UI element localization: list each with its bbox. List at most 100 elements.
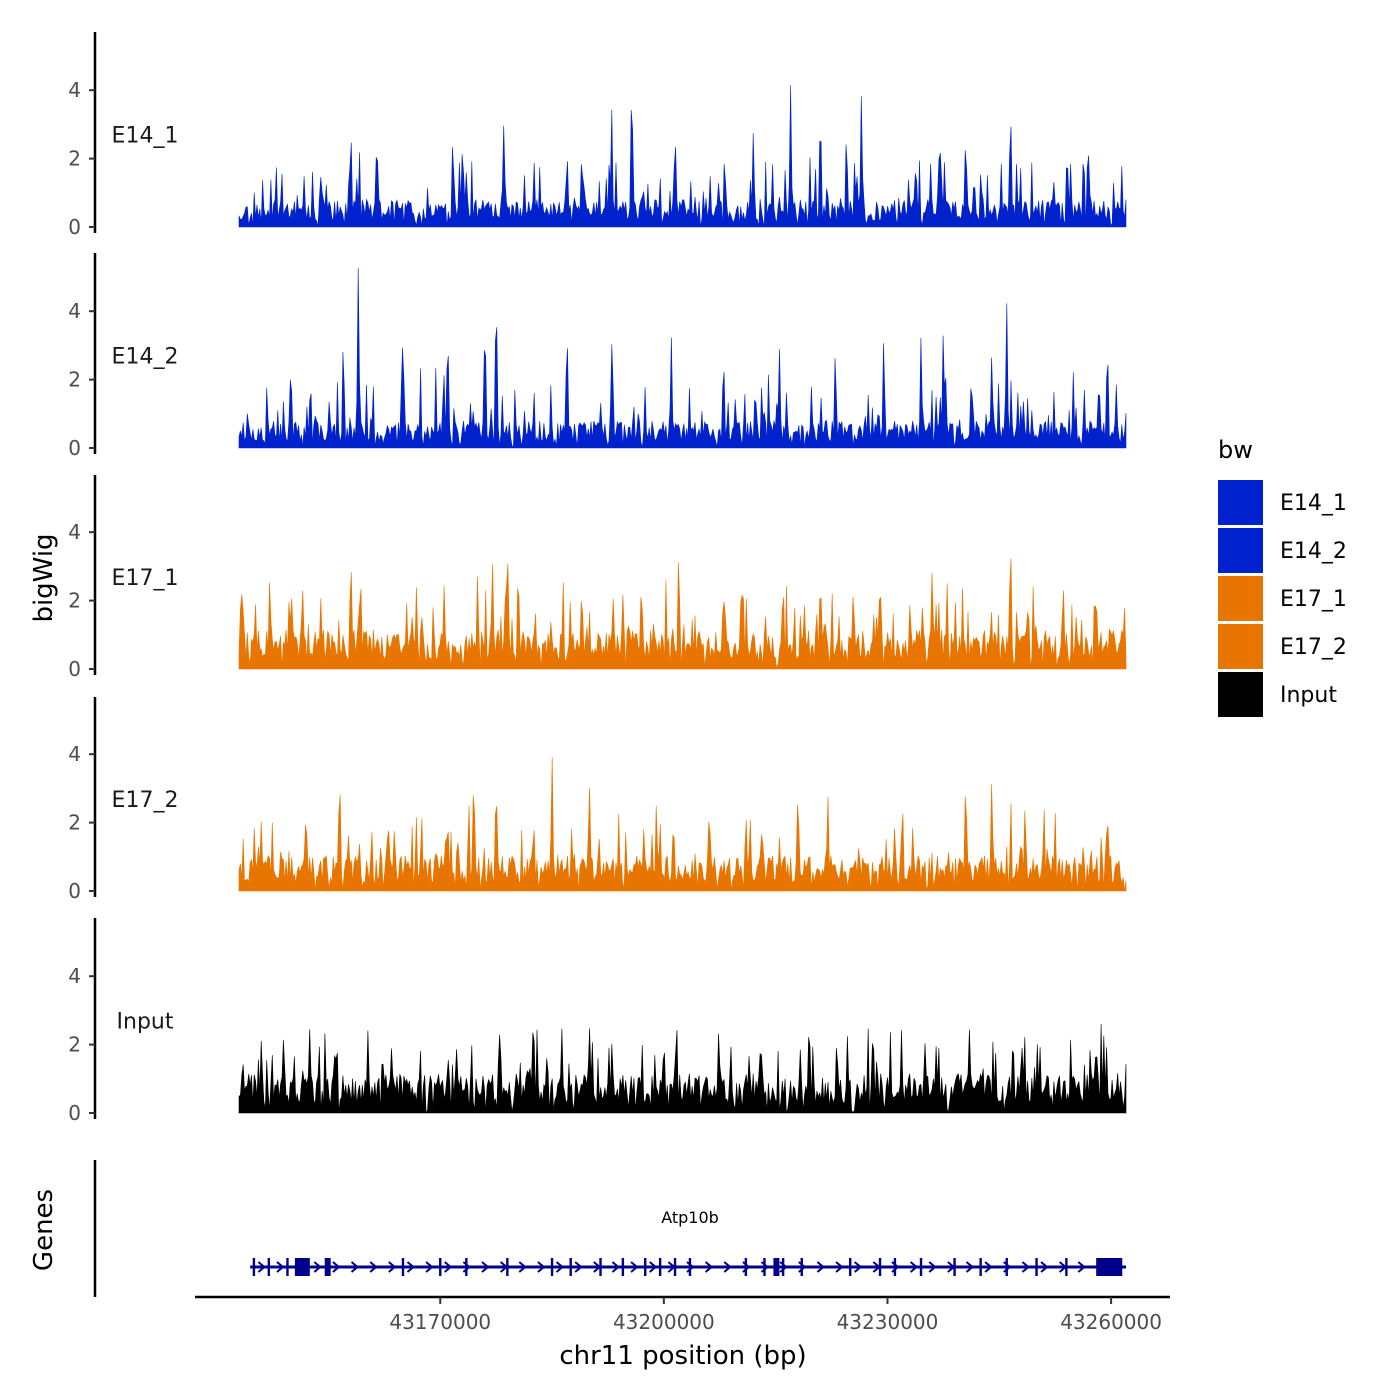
track-label: E17_2 [112, 788, 179, 813]
signal-area-E17_2 [238, 757, 1127, 892]
strand-arrow [928, 1261, 937, 1273]
y-tick-label: 0 [68, 879, 81, 903]
strand-arrow [611, 1261, 620, 1273]
exon-block [773, 1258, 780, 1276]
exon [688, 1258, 692, 1276]
strand-arrow [835, 1261, 844, 1273]
strand-arrow [537, 1261, 546, 1273]
x-tick-label: 43260000 [1060, 1310, 1162, 1334]
strand-arrow [816, 1261, 825, 1273]
x-tick-label: 43230000 [837, 1310, 939, 1334]
strand-arrow [425, 1261, 434, 1273]
y-tick-label: 2 [68, 368, 81, 392]
signal-area-Input [238, 1024, 1127, 1114]
legend-title: bw [1218, 436, 1253, 464]
track-label: Input [117, 1010, 174, 1035]
strand-arrow [257, 1261, 266, 1273]
exon-block [1096, 1258, 1123, 1276]
x-axis-title: chr11 position (bp) [559, 1341, 806, 1371]
exon [893, 1258, 897, 1276]
genes-track-label: Genes [29, 1189, 59, 1271]
strand-arrow [630, 1261, 639, 1273]
exon [953, 1258, 956, 1276]
legend-swatch-Input [1218, 672, 1263, 717]
track-E14_2: 0 2 4 E14_2 [68, 253, 1127, 460]
signal-area-E14_1 [238, 85, 1127, 228]
legend-swatch-E14_1 [1218, 480, 1263, 525]
track-E17_2: 0 2 4 E17_2 [68, 697, 1127, 903]
y-tick-label: 0 [68, 1101, 81, 1125]
strand-arrow [388, 1261, 397, 1273]
y-tick-label: 0 [68, 436, 81, 460]
exon [599, 1258, 602, 1276]
exon [506, 1258, 509, 1276]
genes-track [93, 1160, 1126, 1297]
strand-arrow [444, 1261, 453, 1273]
exon [286, 1258, 289, 1276]
y-axis-title: bigWig [29, 533, 59, 622]
legend-label: E14_2 [1280, 539, 1347, 564]
y-tick-label: 4 [68, 964, 81, 988]
strand-arrow [518, 1261, 527, 1273]
strand-arrow [555, 1261, 565, 1273]
exon [658, 1258, 662, 1276]
exon [878, 1258, 882, 1276]
exon [465, 1258, 468, 1276]
signal-area-E14_2 [238, 268, 1127, 449]
track-Input: 0 2 4 Input [68, 918, 1127, 1125]
y-tick-label: 0 [68, 215, 81, 239]
exon [252, 1258, 256, 1276]
exon [644, 1258, 647, 1276]
strand-arrow [350, 1261, 360, 1273]
track-E14_1: 0 2 4 E14_1 [68, 32, 1127, 239]
y-tick-label: 2 [68, 1033, 81, 1057]
legend-swatch-E17_2 [1218, 624, 1263, 669]
legend-swatch-E14_2 [1218, 528, 1263, 573]
exon [849, 1258, 852, 1276]
strand-arrow [574, 1261, 583, 1273]
exon [919, 1258, 923, 1276]
exon [673, 1258, 677, 1276]
track-label: E14_2 [112, 345, 179, 370]
exon-block [294, 1258, 310, 1276]
strand-arrow [313, 1261, 322, 1273]
y-tick-label: 2 [68, 811, 81, 835]
legend-swatch-E17_1 [1218, 576, 1263, 621]
strand-arrow [909, 1261, 919, 1273]
strand-arrow [406, 1261, 415, 1273]
legend: E14_1 E14_2 E17_1 E17_2 Input [1218, 480, 1347, 717]
exon [763, 1258, 766, 1276]
signal-area-E17_1 [238, 558, 1127, 670]
strand-arrow [1040, 1261, 1049, 1273]
y-tick-label: 0 [68, 657, 81, 681]
strand-arrow [704, 1261, 714, 1273]
strand-arrow [984, 1261, 993, 1273]
x-tick-label: 43170000 [389, 1310, 491, 1334]
x-axis: 43170000 43200000 43230000 43260000 [195, 1295, 1170, 1334]
strand-arrow [1021, 1261, 1030, 1273]
legend-label: E17_2 [1280, 635, 1347, 660]
y-tick-label: 4 [68, 742, 81, 766]
exon [800, 1258, 803, 1276]
exon [401, 1258, 405, 1276]
exon [979, 1258, 982, 1276]
exon [621, 1258, 625, 1276]
y-tick-label: 2 [68, 147, 81, 171]
legend-label: E14_1 [1280, 491, 1347, 516]
x-tick-label: 43200000 [613, 1310, 715, 1334]
y-tick-label: 4 [68, 520, 81, 544]
y-tick-label: 4 [68, 78, 81, 102]
exon [744, 1258, 748, 1276]
exon [1035, 1258, 1038, 1276]
strand-arrow [332, 1261, 341, 1273]
exon [1005, 1258, 1008, 1276]
signal-tracks: 0 2 4 E14_1 0 2 4 E14_2 0 2 4 E17_1 0 2 4 E17_2 0 2 4 Input [68, 32, 1127, 1125]
strand-arrow [649, 1261, 658, 1273]
strand-arrow [854, 1261, 863, 1273]
strand-arrow [369, 1261, 378, 1273]
y-tick-label: 2 [68, 589, 81, 613]
legend-label: Input [1280, 683, 1337, 708]
exon [781, 1258, 785, 1276]
exon [1065, 1258, 1068, 1276]
